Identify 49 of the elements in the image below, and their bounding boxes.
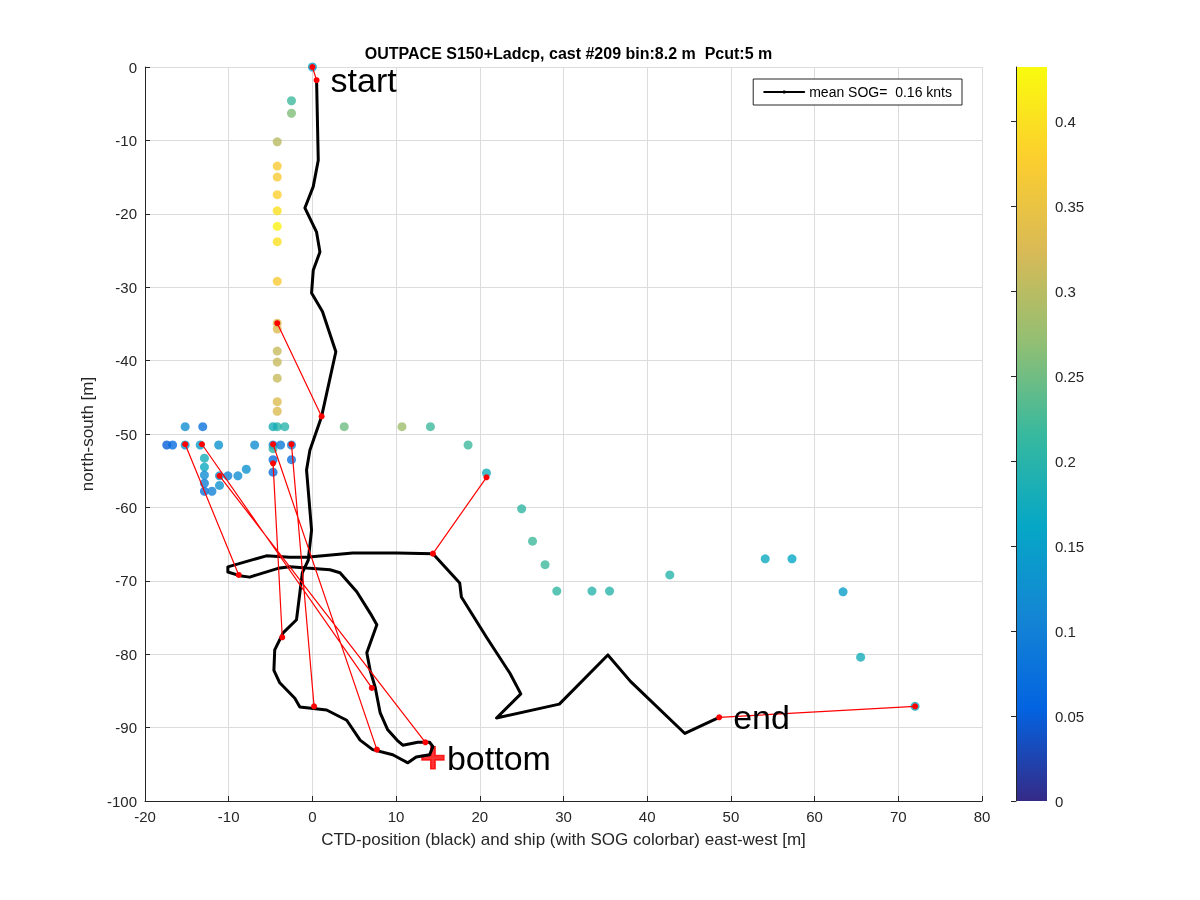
annotation: start [330,61,398,100]
color-bar-label: 0.1 [1055,622,1076,640]
x-tick-label: 30 [555,808,572,825]
point [429,550,436,557]
y-tick-label: -90 [115,719,137,737]
y-tick-label: -100 [106,792,137,810]
point [716,714,723,721]
point [313,77,320,84]
x-tick-label: 60 [806,808,823,825]
x-tick-label: 0 [308,808,317,825]
y-tick-label: -60 [115,498,137,516]
x-tick-label: 70 [889,808,907,825]
color-bar-label: 0.05 [1055,707,1085,725]
y-tick-label: -70 [115,572,137,590]
x-tick-label: 50 [722,808,740,825]
x-axis-title: CTD-position (black) and ship (with SOG colorbar) east-west [m] [321,830,806,849]
x-tick-label: 80 [973,808,991,825]
y-tick-label: -80 [115,645,137,663]
point [279,634,286,641]
annotation: bottom [446,738,551,777]
legend-label: mean SOG= 0.16 knts [809,84,952,100]
color-bar-label: 0.25 [1055,367,1085,385]
point [235,571,242,578]
x-tick-label: 20 [471,808,489,825]
color-bar-label: 0.3 [1055,282,1076,300]
color-bar-label: 0.2 [1055,452,1076,470]
point [368,684,375,691]
y-tick-label: -40 [115,352,137,370]
color-bar-label: 0.4 [1055,112,1076,130]
color-bar-label: 0 [1055,792,1064,810]
x-tick-label: -20 [134,808,156,825]
point [270,460,277,467]
y-tick-label: -50 [115,425,137,443]
y-tick-label: 0 [128,58,137,76]
point [311,703,318,710]
chart-title: OUTPACE S150+Ladcp, cast #209 bin:8.2 m Pcut:5 m [364,44,773,62]
y-tick-label: -10 [115,131,137,149]
y-tick-label: -20 [115,205,137,223]
x-tick-label: 40 [638,808,656,825]
y-axis-title: north-south [m] [78,376,98,492]
point [422,739,429,746]
point [318,413,325,420]
point [483,474,490,481]
point [373,746,380,753]
color-bar-label: 0.35 [1055,197,1085,215]
color-bar-label: 0.15 [1055,537,1085,555]
x-tick-label: -10 [217,808,240,825]
x-tick-label: 10 [387,808,405,825]
y-tick-label: -30 [115,278,137,296]
